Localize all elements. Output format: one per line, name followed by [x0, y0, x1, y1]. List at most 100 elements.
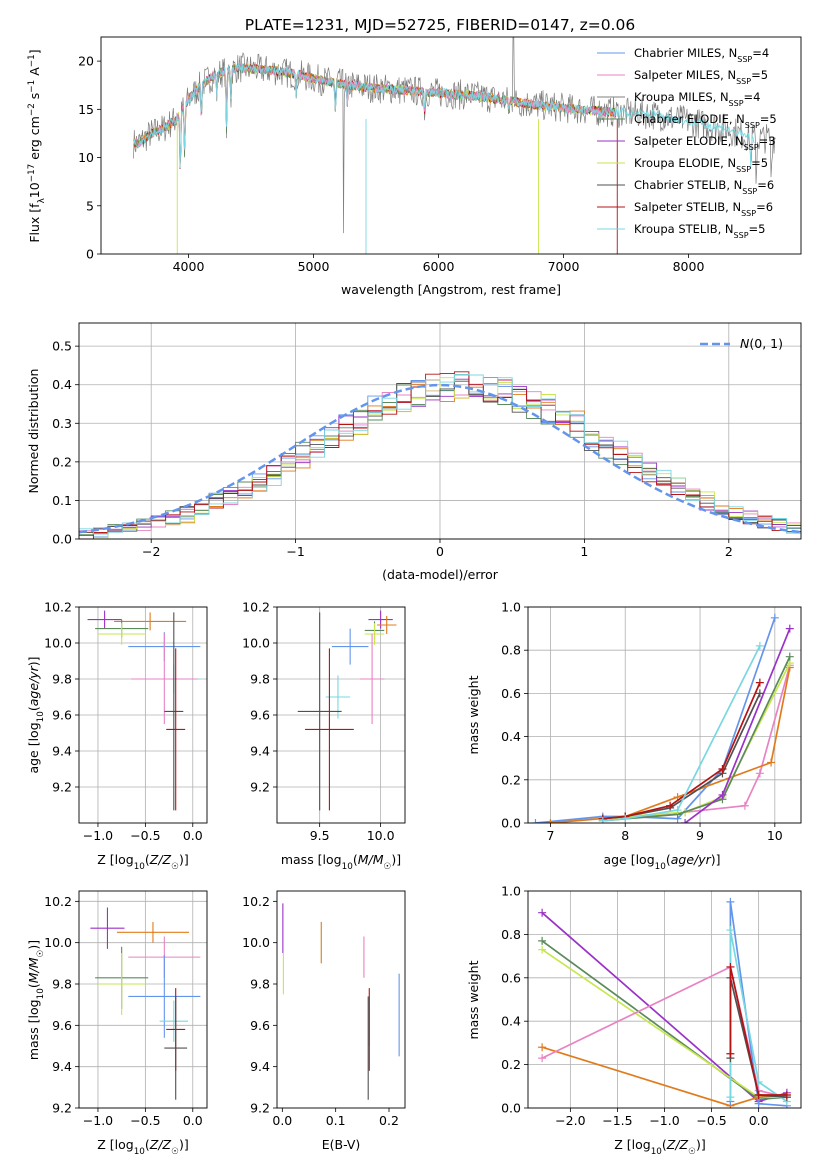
- spectrum-ytick-label: 20: [78, 54, 94, 69]
- age_vs_Z-frame: [78, 606, 208, 824]
- residual-histogram: [79, 371, 801, 539]
- massweight-marker: [718, 765, 727, 773]
- mass_vs_Z-ytick-label: 9.6: [52, 1018, 72, 1033]
- residuals-ytick-label: 0.0: [52, 532, 72, 547]
- residuals-ytick-label: 0.4: [52, 377, 72, 392]
- age_vs_mass-ytick-label: 10.2: [242, 600, 270, 615]
- spectrum-ytick-label: 15: [78, 102, 94, 117]
- legend-label: Kroupa ELODIE, NSSP=5: [634, 156, 768, 174]
- mwZ-xlabel: Z [log10(Z/Z☉)]: [614, 1137, 706, 1157]
- mass_vs_ebv-xtick-label: 0.2: [379, 1113, 399, 1128]
- legend-label: Salpeter MILES, NSSP=5: [634, 68, 768, 86]
- massweight-line: [602, 656, 791, 822]
- massweight-line: [729, 966, 787, 1096]
- massweight_vs_Z-ytick-label: 0.0: [501, 1101, 521, 1116]
- massZ-ylabel: mass [log10(M/M☉)]: [26, 940, 46, 1060]
- massweight-marker: [726, 1093, 735, 1102]
- mass_vs_Z-axes: −1.0 −0.5 0.0 9.2 9.4 9.6 9.8 10.0 10.2: [44, 890, 208, 1128]
- legend-label: Salpeter ELODIE, NSSP=3: [634, 134, 776, 152]
- massweight-marker: [785, 652, 794, 661]
- massweight_vs_age-ytick-label: 1.0: [501, 600, 521, 615]
- massweight_vs_age-xtick-label: 10: [767, 828, 783, 843]
- legend-label: Kroupa MILES, NSSP=4: [634, 90, 760, 108]
- massweight_vs_Z-frame: [527, 890, 802, 1109]
- legend-label: Chabrier MILES, NSSP=4: [634, 46, 769, 64]
- age_vs_Z-ytick-label: 9.4: [52, 744, 72, 759]
- massweight-marker: [767, 758, 776, 767]
- massweight-marker: [726, 926, 735, 935]
- massweight_vs_Z-ytick-label: 0.2: [501, 1057, 521, 1072]
- massweight-marker: [538, 1043, 547, 1052]
- massweight-marker: [538, 945, 547, 954]
- age_vs_Z-xtick-label: −1.0: [83, 828, 113, 843]
- age_vs_mass-axes: 9.5 10.0 9.2 9.4 9.6 9.8 10.0 10.2: [242, 600, 406, 843]
- massweight-marker: [538, 1054, 547, 1063]
- spectrum-xtick-label: 8000: [673, 259, 705, 274]
- residuals-ytick-label: 0.1: [52, 493, 72, 508]
- massweight_vs_age-ytick-label: 0.2: [501, 772, 521, 787]
- mass_vs_ebv-xtick-label: 0.1: [326, 1113, 346, 1128]
- age_vs_Z-ytick-label: 9.8: [52, 672, 72, 687]
- ageZ-ylabel: age [log10(age/yr)]: [26, 656, 46, 773]
- massweight_vs_Z-ytick-label: 0.4: [501, 1014, 521, 1029]
- residual-xlabel: (data-model)/error: [382, 567, 499, 582]
- mass_vs_ebv-marks: [282, 903, 400, 1100]
- mass_vs_ebv-ytick-label: 10.0: [242, 935, 270, 950]
- legend-label: Kroupa STELIB, NSSP=5: [634, 222, 765, 240]
- massweight-marker: [755, 689, 764, 698]
- age_vs_mass-ytick-label: 9.2: [250, 780, 270, 795]
- massweight-marker: [770, 613, 779, 622]
- massweight-marker: [726, 962, 735, 971]
- residuals-xtick-label: 1: [580, 544, 588, 559]
- massweight_vs_Z-ytick-label: 0.6: [501, 970, 521, 985]
- massweight-marker: [673, 806, 682, 815]
- massweight-marker: [681, 819, 690, 823]
- mass_vs_ebv-ytick-label: 9.8: [250, 977, 270, 992]
- spectrum-legend: Chabrier MILES, NSSP=4 Salpeter MILES, NS…: [597, 46, 777, 240]
- residuals-xtick-label: 2: [725, 544, 733, 559]
- massweight-marker: [666, 801, 675, 810]
- age_vs_Z-ytick-label: 10.0: [44, 636, 72, 651]
- mass_vs_Z-ytick-label: 9.4: [52, 1059, 72, 1074]
- spectrum-xtick-label: 7000: [548, 259, 580, 274]
- massweight-marker: [726, 897, 735, 906]
- mass_vs_ebv-ytick-label: 9.6: [250, 1018, 270, 1033]
- massweight-marker: [718, 790, 727, 799]
- residuals-ytick-label: 0.3: [52, 416, 72, 431]
- massweight-marker: [782, 1090, 791, 1099]
- massweight_vs_Z-xtick-label: 0.0: [749, 1113, 769, 1128]
- age_vs_mass-xtick-label: 10.0: [367, 828, 395, 843]
- massweight-marker: [598, 816, 607, 823]
- age_vs_mass-frame: [276, 606, 406, 824]
- massweight-marker: [546, 819, 555, 823]
- age_vs_Z-marks: [87, 610, 201, 811]
- mwage-ylabel: mass weight: [466, 675, 481, 754]
- massweight_vs_Z-xtick-label: −2.0: [555, 1113, 585, 1128]
- massweight-line: [602, 645, 761, 822]
- massweight_vs_Z-ytick-label: 1.0: [501, 884, 521, 899]
- agemass-xlabel: mass [log10(M/M☉)]: [281, 852, 401, 872]
- age_vs_Z-ytick-label: 10.2: [44, 600, 72, 615]
- massweight_vs_age-xtick-label: 9: [696, 828, 704, 843]
- gaussian-curve: [79, 383, 801, 534]
- spectrum-xlabel: wavelength [Angstrom, rest frame]: [341, 282, 561, 297]
- residual-legend: N(0, 1): [700, 336, 783, 351]
- mwage-xlabel: age [log10(age/yr)]: [603, 852, 720, 872]
- residual-histogram: [79, 373, 801, 539]
- spectrum-ytick-label: 0: [86, 247, 94, 262]
- mass_vs_Z-ytick-label: 9.8: [52, 977, 72, 992]
- age_vs_Z-xtick-label: 0.0: [183, 828, 203, 843]
- massZ-xlabel: Z [log10(Z/Z☉)]: [97, 1137, 189, 1157]
- massweight_vs_age-ytick-label: 0.4: [501, 729, 521, 744]
- age_vs_mass-ytick-label: 9.4: [250, 744, 270, 759]
- mass_vs_Z-ytick-label: 9.2: [52, 1101, 72, 1116]
- spectrum-model-line: [133, 62, 755, 168]
- spectrum-title: PLATE=1231, MJD=52725, FIBERID=0147, z=0…: [245, 16, 635, 34]
- mass_vs_ebv-ytick-label: 10.2: [242, 894, 270, 909]
- spectrum-model-line: [133, 62, 617, 164]
- age_vs_Z-xtick-label: −0.5: [130, 828, 160, 843]
- mass_vs_Z-ytick-label: 10.0: [44, 935, 72, 950]
- legend-label: Chabrier STELIB, NSSP=6: [634, 178, 774, 196]
- massweight-marker: [754, 1090, 763, 1099]
